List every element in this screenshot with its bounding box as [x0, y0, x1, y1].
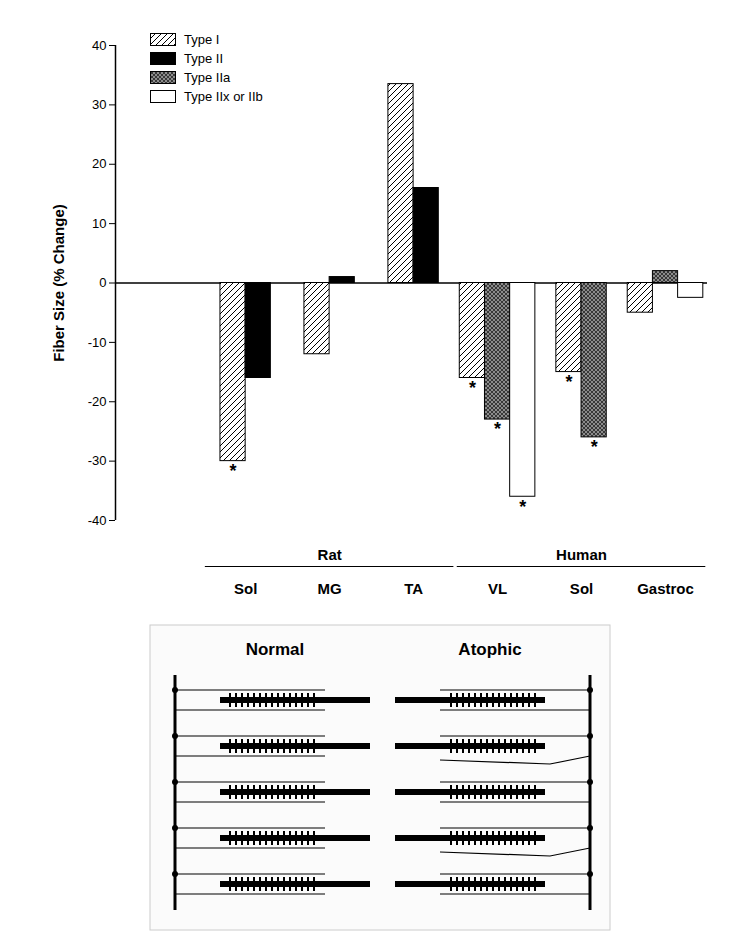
svg-text:Gastroc: Gastroc [637, 580, 694, 597]
svg-text:Human: Human [556, 546, 607, 563]
svg-text:10: 10 [92, 216, 106, 231]
svg-text:Normal: Normal [246, 640, 305, 659]
html-text:Type II: Type II [184, 51, 223, 66]
html-text:Type IIx or IIb: Type IIx or IIb [184, 89, 263, 104]
svg-text:40: 40 [92, 38, 106, 53]
svg-text:-10: -10 [88, 335, 107, 350]
html-text:Type I: Type I [184, 32, 220, 47]
svg-text:-30: -30 [88, 453, 107, 468]
svg-text:TA: TA [404, 580, 423, 597]
svg-text:Atophic: Atophic [458, 640, 521, 659]
svg-text:*: * [494, 419, 501, 439]
html-text:Type IIa: Type IIa [184, 70, 231, 85]
svg-text:VL: VL [488, 580, 507, 597]
svg-text:*: * [565, 372, 572, 392]
svg-text:30: 30 [92, 97, 106, 112]
svg-text:-40: -40 [88, 513, 107, 528]
svg-text:-20: -20 [88, 394, 107, 409]
svg-text:Sol: Sol [234, 580, 257, 597]
svg-text:*: * [469, 378, 476, 398]
svg-text:20: 20 [92, 156, 106, 171]
svg-text:*: * [591, 437, 598, 457]
svg-text:MG: MG [318, 580, 342, 597]
svg-text:*: * [230, 461, 237, 481]
svg-text:0: 0 [99, 275, 106, 290]
svg-text:Rat: Rat [318, 546, 342, 563]
svg-text:*: * [519, 497, 526, 517]
svg-text:Sol: Sol [570, 580, 593, 597]
svg-text:Fiber Size (% Change): Fiber Size (% Change) [50, 204, 67, 362]
